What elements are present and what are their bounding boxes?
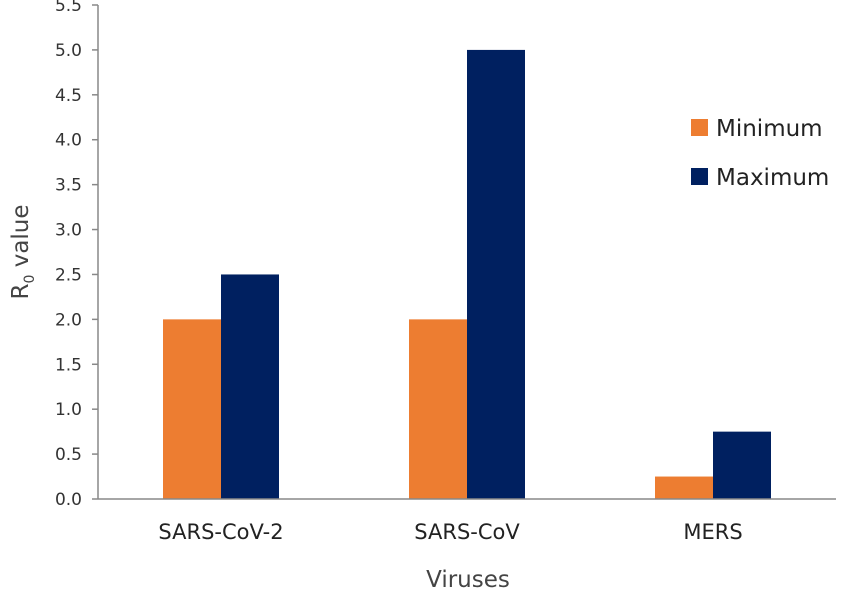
y-tick-label: 2.5 (55, 265, 82, 285)
y-tick-label: 3.0 (55, 221, 82, 241)
legend: Minimum Maximum (691, 116, 829, 191)
y-tick-label: 4.0 (55, 131, 82, 151)
x-category-label: SARS-CoV-2 (158, 520, 283, 544)
bar-minimum-sars-cov-2 (163, 319, 221, 499)
y-tick-label: 1.0 (55, 400, 82, 420)
x-axis-categories: SARS-CoV-2 SARS-CoV MERS (158, 520, 742, 544)
y-axis-title: R0 value (8, 204, 38, 299)
bars-group (163, 49, 771, 500)
y-tick-label: 3.5 (55, 176, 82, 196)
y-axis-ticks: 0.0 0.5 1.0 1.5 2.0 2.5 3.0 3.5 4.0 4.5 5.0 5.5 (55, 0, 98, 510)
x-category-label: SARS-CoV (414, 520, 520, 544)
y-tick-label: 0.5 (55, 445, 82, 465)
y-tick-label: 5.0 (55, 41, 82, 61)
y-axis-title-rest: value (8, 204, 34, 274)
y-tick-label: 1.5 (55, 355, 82, 375)
y-tick-label: 5.5 (55, 0, 82, 16)
bar-maximum-sars-cov (467, 49, 525, 500)
y-axis-title-main: R (8, 284, 34, 300)
y-tick-label: 2.0 (55, 310, 82, 330)
legend-swatch-minimum (691, 119, 708, 136)
legend-label-maximum: Maximum (716, 165, 829, 191)
x-category-label: MERS (683, 520, 742, 544)
bar-minimum-sars-cov (409, 319, 467, 499)
legend-label-minimum: Minimum (716, 116, 823, 142)
bar-maximum-mers (713, 431, 771, 499)
y-tick-label: 4.5 (55, 86, 82, 106)
x-axis-title: Viruses (426, 567, 510, 593)
y-axis-title-subscript: 0 (22, 275, 38, 284)
bar-minimum-mers (655, 476, 713, 499)
bar-maximum-sars-cov-2 (221, 274, 279, 499)
y-tick-label: 0.0 (55, 490, 82, 510)
legend-swatch-maximum (691, 168, 708, 185)
